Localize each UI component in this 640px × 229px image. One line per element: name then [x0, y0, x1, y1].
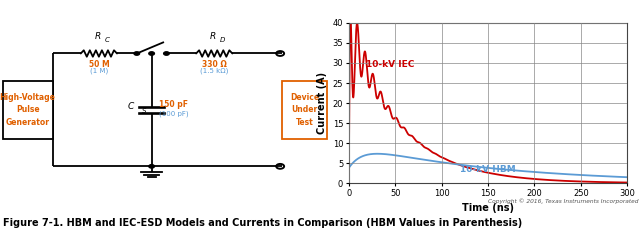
Y-axis label: Current (A): Current (A) — [317, 72, 327, 134]
Text: 150 pF: 150 pF — [159, 100, 188, 109]
FancyBboxPatch shape — [3, 81, 52, 139]
Text: R: R — [95, 32, 100, 41]
FancyBboxPatch shape — [282, 81, 327, 139]
Text: Device
Under
Test: Device Under Test — [290, 93, 319, 127]
Text: Copyright © 2016, Texas Instruments Incorporated: Copyright © 2016, Texas Instruments Inco… — [488, 198, 639, 204]
Text: S: S — [142, 108, 147, 114]
Circle shape — [164, 52, 169, 55]
Text: (1 M): (1 M) — [90, 68, 108, 74]
Circle shape — [149, 52, 154, 55]
Circle shape — [149, 165, 154, 168]
X-axis label: Time (ns): Time (ns) — [462, 203, 514, 213]
Text: (1.5 kΩ): (1.5 kΩ) — [200, 68, 228, 74]
Text: 330 Ω: 330 Ω — [202, 60, 227, 68]
Text: 10-kV IEC: 10-kV IEC — [365, 60, 414, 69]
Text: R: R — [210, 32, 216, 41]
Text: (100 pF): (100 pF) — [159, 110, 189, 117]
Text: C: C — [104, 37, 109, 44]
Circle shape — [134, 52, 140, 55]
Text: 10-kV HBM: 10-kV HBM — [460, 165, 516, 174]
Text: High-Voltage
Pulse
Generator: High-Voltage Pulse Generator — [0, 93, 56, 127]
Text: C: C — [127, 102, 134, 111]
Text: 50 M: 50 M — [88, 60, 109, 68]
Text: Figure 7-1. HBM and IEC-ESD Models and Currents in Comparison (HBM Values in Par: Figure 7-1. HBM and IEC-ESD Models and C… — [3, 218, 522, 228]
Text: D: D — [220, 37, 225, 44]
